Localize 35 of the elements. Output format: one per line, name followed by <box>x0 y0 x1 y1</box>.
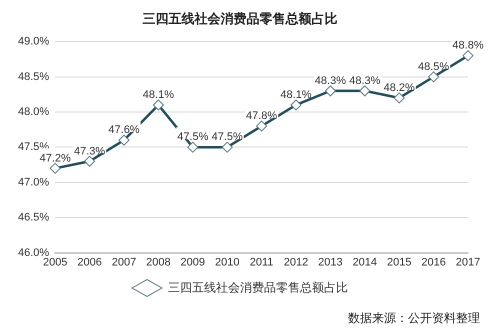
data-label: 47.3% <box>74 145 106 158</box>
data-label: 48.1% <box>142 88 174 101</box>
x-tick-label: 2009 <box>180 256 206 268</box>
x-tick-label: 2012 <box>284 256 308 268</box>
y-tick-label: 46.5% <box>18 212 50 224</box>
data-label: 47.5% <box>177 131 209 144</box>
x-tick-label: 2014 <box>352 256 378 268</box>
data-label: 48.1% <box>280 88 312 101</box>
y-tick-label: 46.0% <box>18 246 50 259</box>
x-tick-label: 2016 <box>421 256 446 268</box>
y-tick-label: 48.0% <box>18 106 50 118</box>
data-label: 47.8% <box>246 110 278 122</box>
data-label: 48.3% <box>349 74 381 87</box>
source-note: 数据来源：公开资料整理 <box>347 310 481 327</box>
legend-label: 三四五线社会消费品零售总额占比 <box>168 280 348 294</box>
x-tick-label: 2013 <box>318 256 343 268</box>
x-tick-label: 2005 <box>42 256 68 268</box>
x-tick-label: 2017 <box>456 256 480 268</box>
y-tick-label: 49.0% <box>18 36 50 48</box>
y-tick-label: 48.5% <box>18 70 50 83</box>
data-label: 48.2% <box>384 82 416 94</box>
data-label: 47.2% <box>40 152 71 164</box>
x-tick-label: 2015 <box>386 256 412 268</box>
data-label: 48.8% <box>452 40 484 52</box>
y-tick-label: 47.0% <box>18 176 50 188</box>
x-tick-label: 2011 <box>250 256 274 268</box>
data-label: 47.5% <box>212 131 243 144</box>
data-label: 48.3% <box>314 74 346 87</box>
data-label: 48.5% <box>418 60 450 73</box>
x-tick-label: 2006 <box>77 256 102 268</box>
chart-title: 三四五线社会消费品零售总额占比 <box>142 11 338 26</box>
x-tick-label: 2010 <box>214 256 240 268</box>
x-tick-label: 2007 <box>112 256 136 268</box>
x-tick-label: 2008 <box>146 256 171 268</box>
data-label: 47.6% <box>108 124 140 136</box>
